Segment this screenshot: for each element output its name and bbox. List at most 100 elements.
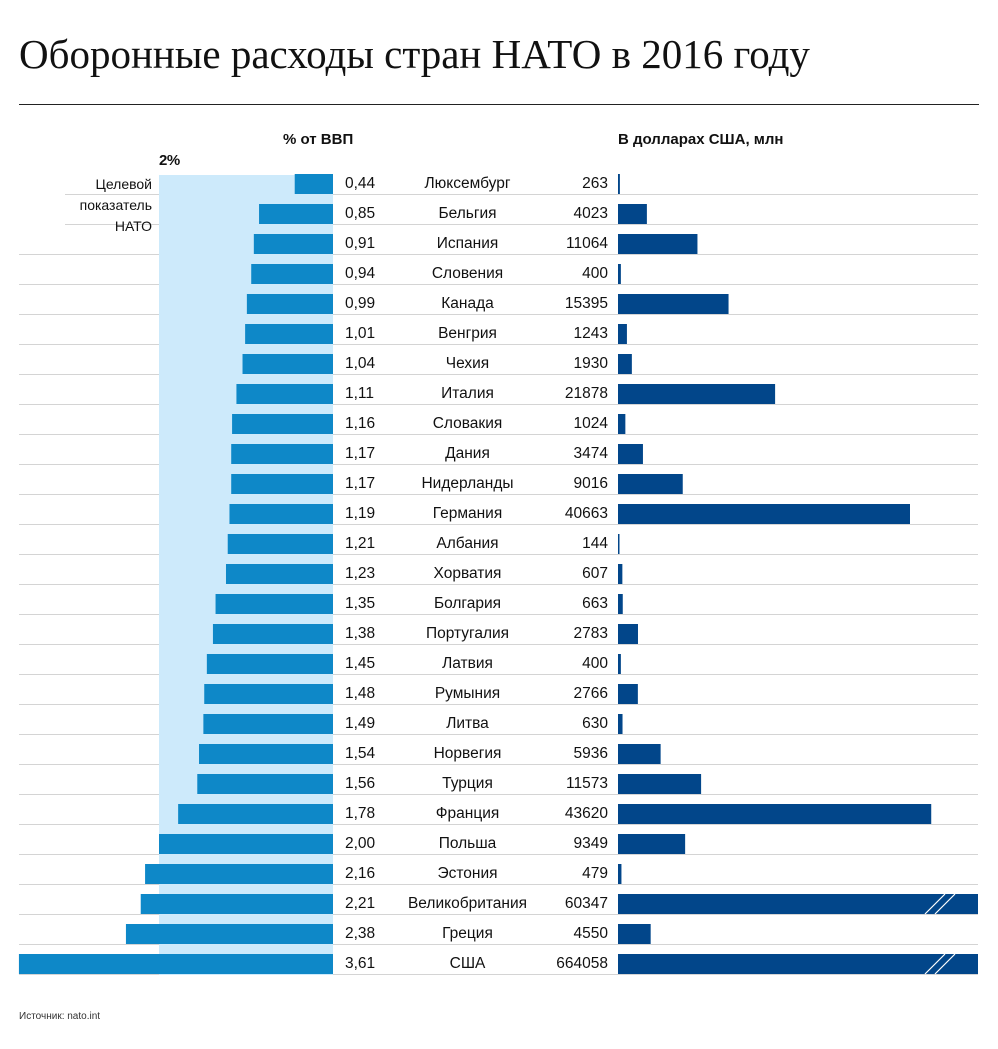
- country-label: Венгрия: [438, 325, 497, 342]
- pct-label: 0,85: [345, 205, 376, 222]
- pct-label: 2,38: [345, 925, 376, 942]
- usd-bar: [618, 564, 623, 584]
- pct-bar: [246, 294, 333, 314]
- pct-label: 1,48: [345, 685, 376, 702]
- pct-bar: [259, 204, 333, 224]
- country-label: Албания: [436, 535, 499, 552]
- pct-bar: [251, 264, 333, 284]
- usd-bar: [618, 174, 620, 194]
- usd-label: 5936: [573, 745, 608, 762]
- pct-bar: [236, 384, 333, 404]
- pct-bar: [245, 324, 333, 344]
- pct-bar: [231, 444, 333, 464]
- pct-label: 1,35: [345, 595, 376, 612]
- usd-header: В долларах США, млн: [618, 131, 784, 148]
- usd-label: 607: [582, 565, 608, 582]
- country-label: Словакия: [432, 415, 503, 432]
- pct-bar: [18, 954, 334, 974]
- usd-bar: [618, 654, 621, 674]
- pct-label: 1,11: [345, 385, 375, 402]
- pct-label: 1,38: [345, 625, 376, 642]
- pct-label: 1,45: [345, 655, 376, 672]
- usd-label: 4550: [573, 925, 608, 942]
- usd-label: 1930: [573, 355, 608, 372]
- usd-label: 2783: [573, 625, 608, 642]
- pct-bar: [197, 774, 333, 794]
- pct-bar: [242, 354, 333, 374]
- usd-bar: [618, 414, 626, 434]
- usd-bar: [618, 264, 621, 284]
- country-label: Великобритания: [407, 895, 528, 912]
- country-label: Болгария: [433, 595, 502, 612]
- country-label: Канада: [441, 295, 494, 312]
- usd-label: 400: [582, 655, 608, 672]
- usd-label: 400: [582, 265, 608, 282]
- pct-bar: [225, 564, 333, 584]
- source: Источник: nato.int: [19, 1011, 101, 1022]
- target-label: 2%: [159, 152, 180, 169]
- pct-label: 0,94: [345, 265, 376, 282]
- usd-bar: [618, 744, 661, 764]
- pct-bar: [231, 474, 333, 494]
- country-label: Бельгия: [438, 205, 497, 222]
- country-label: Словения: [431, 265, 504, 282]
- country-label: Франция: [435, 805, 500, 822]
- pct-label: 1,21: [345, 535, 376, 552]
- usd-bar: [618, 474, 683, 494]
- country-label: Чехия: [445, 355, 490, 372]
- usd-label: 40663: [564, 505, 608, 522]
- pct-label: 0,91: [345, 235, 376, 252]
- usd-label: 43620: [564, 805, 608, 822]
- usd-label: 9016: [573, 475, 608, 492]
- usd-bar: [618, 684, 638, 704]
- pct-label: 1,49: [345, 715, 376, 732]
- usd-label: 3474: [573, 445, 608, 462]
- usd-bar: [618, 534, 620, 554]
- usd-label: 21878: [564, 385, 608, 402]
- usd-label: 630: [582, 715, 608, 732]
- usd-bar: [618, 714, 623, 734]
- pct-bar: [294, 174, 333, 194]
- country-label: Германия: [432, 505, 503, 522]
- pct-label: 2,00: [345, 835, 376, 852]
- usd-label: 9349: [573, 835, 608, 852]
- country-label: Италия: [441, 385, 494, 402]
- pct-bar: [204, 684, 333, 704]
- pct-bar: [140, 894, 333, 914]
- target-note: Целевой показатель НАТО: [79, 176, 152, 234]
- usd-label: 2766: [573, 685, 608, 702]
- country-label: Эстония: [437, 865, 498, 882]
- pct-bar: [232, 414, 333, 434]
- pct-header: % от ВВП: [283, 131, 354, 148]
- pct-bar: [178, 804, 333, 824]
- country-label: Румыния: [434, 685, 501, 702]
- pct-bar: [203, 714, 333, 734]
- pct-label: 1,19: [345, 505, 376, 522]
- usd-bar: [618, 954, 978, 974]
- country-label: США: [449, 955, 486, 972]
- usd-bar: [618, 294, 729, 314]
- pct-label: 1,17: [345, 475, 376, 492]
- pct-label: 1,16: [345, 415, 376, 432]
- usd-bar: [618, 774, 702, 794]
- usd-bar: [618, 504, 910, 524]
- country-label: Дания: [445, 445, 490, 462]
- usd-label: 1243: [573, 325, 608, 342]
- axis-break-mark: [924, 953, 946, 975]
- pct-label: 1,23: [345, 565, 376, 582]
- usd-bar: [618, 834, 686, 854]
- pct-bar: [125, 924, 333, 944]
- usd-bar: [618, 324, 627, 344]
- usd-bar: [618, 924, 651, 944]
- usd-label: 263: [582, 175, 608, 192]
- usd-bar: [618, 204, 647, 224]
- pct-bar: [215, 594, 333, 614]
- pct-bar: [199, 744, 333, 764]
- country-label: Литва: [446, 715, 489, 732]
- pct-label: 1,01: [345, 325, 376, 342]
- usd-label: 1024: [573, 415, 608, 432]
- country-label: Люксембург: [424, 175, 511, 192]
- usd-label: 144: [582, 535, 608, 552]
- pct-label: 0,99: [345, 295, 376, 312]
